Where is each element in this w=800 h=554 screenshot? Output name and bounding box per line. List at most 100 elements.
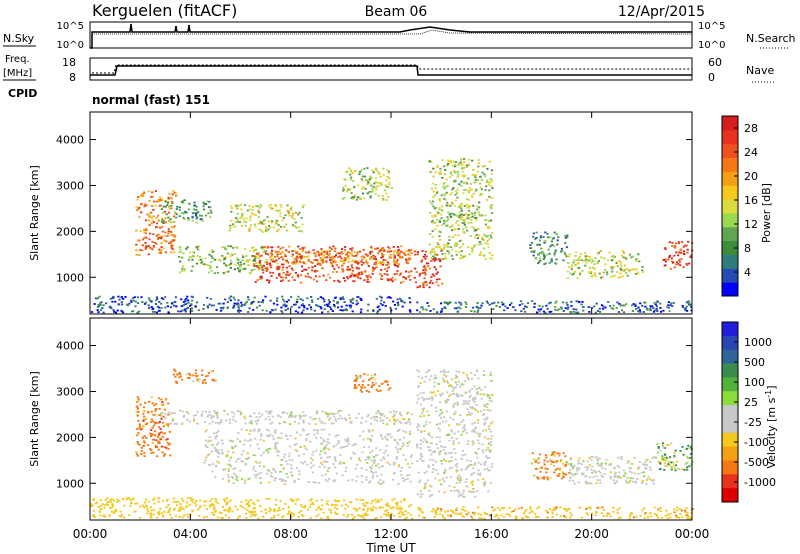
cell: [230, 411, 233, 413]
cell: [243, 262, 246, 265]
cell: [455, 250, 458, 253]
cell: [634, 273, 637, 275]
cell: [196, 422, 199, 425]
cell: [261, 222, 264, 225]
cell: [483, 485, 486, 487]
cell: [446, 185, 449, 187]
cell: [564, 235, 567, 237]
cell: [470, 407, 473, 410]
cell: [301, 506, 304, 508]
cell: [182, 202, 185, 204]
cell: [553, 471, 556, 474]
cell: [431, 235, 434, 238]
cell: [282, 276, 285, 279]
cell: [381, 195, 384, 197]
cell: [396, 270, 399, 272]
cell: [314, 275, 317, 278]
cell: [350, 420, 353, 423]
cell: [282, 304, 285, 307]
cell: [148, 246, 152, 249]
cell: [236, 262, 240, 264]
cell: [181, 267, 184, 270]
cell: [265, 228, 268, 231]
cell: [191, 219, 194, 222]
cell: [443, 306, 446, 309]
cell: [422, 282, 425, 285]
cell: [189, 304, 192, 307]
cell: [637, 467, 640, 470]
cell: [452, 418, 455, 421]
cell: [303, 460, 307, 463]
cell: [678, 259, 681, 261]
cell: [295, 261, 298, 264]
cell: [458, 491, 461, 494]
cell: [137, 432, 140, 434]
cell: [272, 438, 275, 440]
cell: [445, 420, 448, 423]
cell: [256, 462, 259, 465]
cell: [274, 256, 277, 258]
cell: [155, 242, 158, 245]
cell: [458, 495, 461, 498]
cell: [681, 306, 685, 309]
cell: [413, 276, 416, 279]
cell: [245, 499, 248, 502]
cell: [649, 478, 652, 481]
cell: [201, 374, 204, 376]
cell: [256, 279, 259, 281]
cell: [284, 305, 287, 308]
cell: [171, 193, 174, 196]
cell: [356, 376, 359, 379]
cell: [690, 445, 693, 448]
cell: [455, 482, 458, 485]
cell: [418, 286, 421, 288]
cell: [471, 248, 474, 251]
cell: [442, 370, 445, 373]
cell: [474, 181, 477, 184]
cell: [435, 258, 438, 261]
cell: [411, 462, 414, 465]
cell: [437, 427, 440, 430]
cell: [378, 173, 381, 176]
cell: [449, 172, 453, 175]
cell: [418, 424, 421, 427]
cell: [337, 266, 340, 269]
cell: [436, 166, 439, 168]
cell: [468, 400, 471, 402]
cell: [634, 303, 637, 306]
cell: [340, 504, 343, 507]
cell: [623, 304, 626, 307]
cell: [321, 261, 324, 264]
cell: [338, 462, 341, 465]
cell: [635, 258, 638, 260]
cell: [576, 468, 579, 471]
cell: [643, 475, 646, 478]
cell: [135, 243, 138, 246]
cell: [332, 303, 336, 306]
cell: [148, 238, 151, 241]
cell: [590, 458, 593, 461]
cell: [302, 204, 305, 207]
cell: [363, 167, 366, 170]
cell: [457, 395, 460, 398]
cell: [160, 398, 163, 401]
cell: [688, 304, 691, 306]
cell: [599, 471, 602, 474]
cell: [457, 442, 460, 444]
cell: [487, 183, 490, 186]
cell: [392, 463, 396, 466]
cell: [470, 463, 473, 466]
cell: [545, 471, 548, 474]
cell: [449, 161, 452, 164]
cell: [210, 417, 213, 420]
cell: [265, 270, 268, 272]
cell: [270, 251, 273, 254]
cell: [371, 450, 374, 452]
cell: [239, 413, 242, 416]
cell: [201, 263, 204, 265]
cell: [364, 459, 367, 461]
cell: [309, 440, 312, 443]
cell: [657, 447, 660, 449]
cell: [165, 446, 168, 449]
cell: [187, 412, 190, 415]
